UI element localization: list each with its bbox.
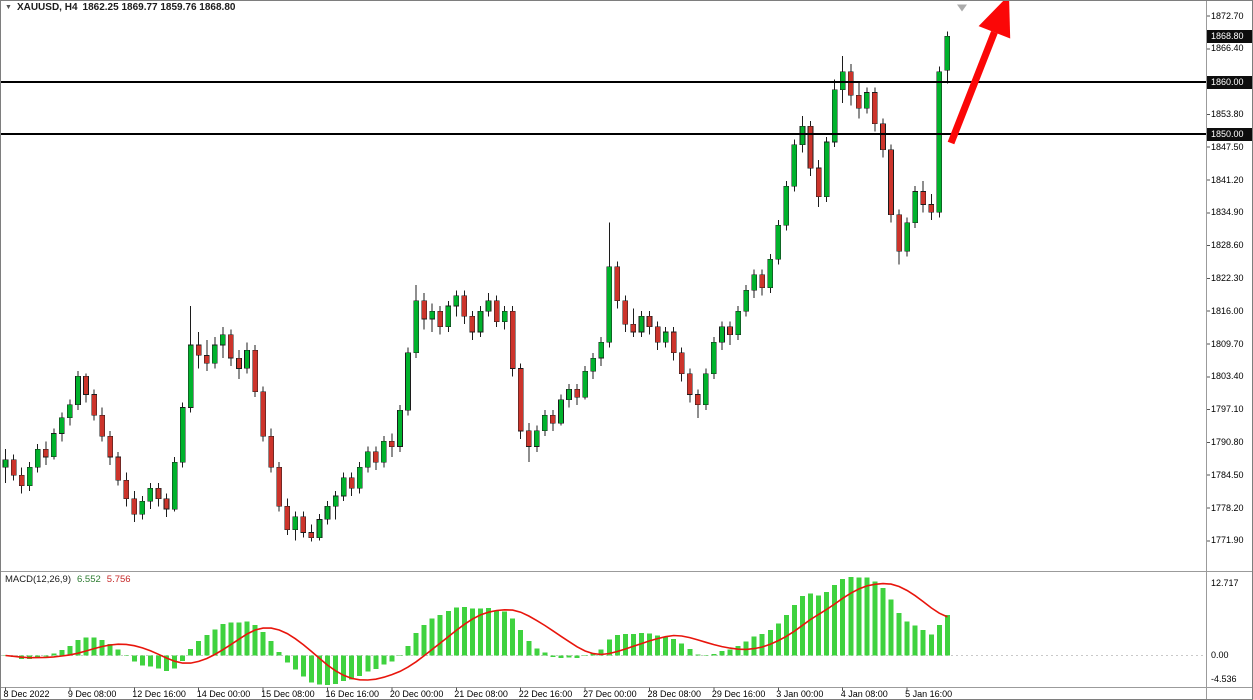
- time-tick-label: 9 Dec 08:00: [67, 689, 117, 699]
- hline-1860-value: 1860.00: [1211, 76, 1244, 87]
- hline-1850-value: 1850.00: [1211, 128, 1244, 139]
- trend-arrow-shaft[interactable]: [947, 31, 998, 145]
- ohlc-values: 1862.25 1869.77 1859.76 1868.80: [82, 2, 236, 13]
- time-tick-label: 27 Dec 00:00: [583, 689, 637, 699]
- current-price-value: 1868.80: [1211, 30, 1244, 41]
- macd-axis-max-label: 12.717: [1211, 578, 1239, 588]
- hline-price-badge-1860: 1860.00: [1207, 75, 1252, 89]
- price-tick-label: 1822.30: [1211, 272, 1244, 283]
- macd-title: MACD(12,26,9): [5, 574, 71, 585]
- price-axis[interactable]: 1868.80 1860.00 1850.00 12.717 0.00 -4.5…: [1207, 1, 1252, 699]
- price-tick-label: 1809.70: [1211, 338, 1244, 349]
- macd-axis-min-label: -4.536: [1211, 674, 1237, 684]
- time-tick-label: 28 Dec 08:00: [647, 689, 702, 699]
- chart-shift-marker[interactable]: [957, 4, 967, 12]
- time-tick-label: 20 Dec 00:00: [389, 689, 444, 699]
- price-tick-label: 1797.10: [1211, 404, 1244, 415]
- price-tick-label: 1841.20: [1211, 174, 1244, 185]
- time-tick-label: 4 Jan 08:00: [840, 689, 888, 699]
- chart-header: ▼ XAUUSD, H4 1862.25 1869.77 1859.76 186…: [5, 2, 235, 13]
- price-tick-label: 1778.20: [1211, 502, 1244, 513]
- time-tick-label: 29 Dec 16:00: [711, 689, 766, 699]
- time-tick-label: 22 Dec 16:00: [518, 689, 573, 699]
- macd-signal-value: 5.756: [106, 574, 131, 585]
- price-tick-label: 1803.40: [1211, 371, 1244, 382]
- price-tick-label: 1834.90: [1211, 207, 1244, 218]
- price-tick-label: 1771.90: [1211, 535, 1244, 546]
- time-tick-label: 3 Jan 00:00: [776, 689, 824, 699]
- macd-header: MACD(12,26,9) 6.552 5.756: [5, 574, 131, 585]
- current-price-badge: 1868.80: [1207, 29, 1252, 43]
- macd-main-value: 6.552: [77, 574, 101, 585]
- time-tick-label: 12 Dec 16:00: [132, 689, 186, 699]
- price-tick-label: 1847.50: [1211, 141, 1244, 152]
- price-tick-label: 1872.70: [1211, 10, 1244, 21]
- time-tick-label: 5 Jan 16:00: [905, 689, 953, 699]
- price-tick-label: 1816.00: [1211, 305, 1244, 316]
- price-tick-label: 1853.80: [1211, 108, 1244, 119]
- price-tick-label: 1784.50: [1211, 469, 1244, 480]
- time-tick-label: 8 Dec 2022: [3, 689, 50, 699]
- chart-dropdown-icon[interactable]: ▼: [5, 3, 12, 11]
- time-tick-label: 16 Dec 16:00: [325, 689, 380, 699]
- time-axis[interactable]: 8 Dec 2022 9 Dec 08:00 12 Dec 16:00 14 Dec …: [1, 689, 1206, 699]
- macd-axis-zero-label: 0.00: [1211, 650, 1229, 661]
- trend-arrow-head[interactable]: [978, 1, 1011, 39]
- time-tick-label: 15 Dec 08:00: [261, 689, 315, 699]
- time-tick-label: 14 Dec 00:00: [196, 689, 251, 699]
- hline-price-badge-1850: 1850.00: [1207, 127, 1252, 141]
- time-tick-label: 21 Dec 08:00: [454, 689, 508, 699]
- price-tick-label: 1790.80: [1211, 436, 1244, 447]
- symbol-timeframe-label: XAUUSD, H4: [16, 2, 78, 13]
- price-tick-label: 1828.60: [1211, 240, 1244, 251]
- price-tick-label: 1866.40: [1211, 43, 1244, 54]
